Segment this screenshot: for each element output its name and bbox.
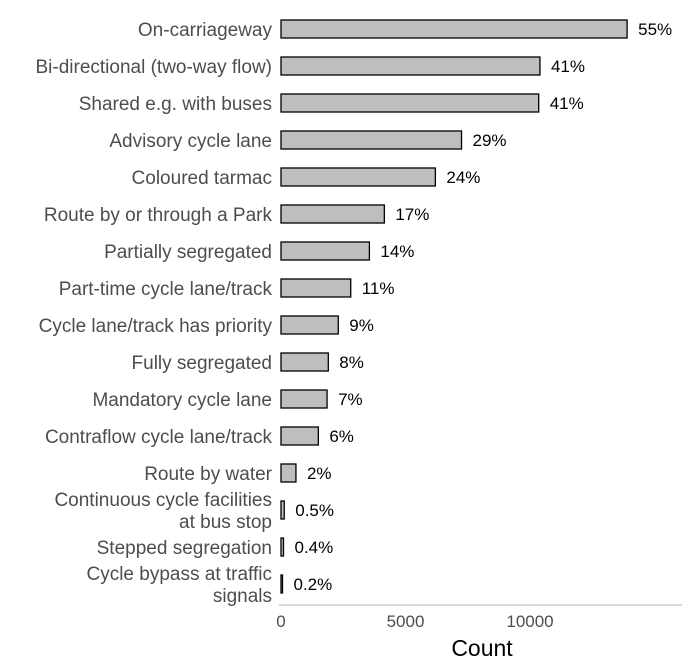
bar <box>280 56 541 76</box>
category-label: Continuous cycle facilities <box>54 490 272 511</box>
category-label: Mandatory cycle lane <box>92 390 272 411</box>
data-label: 0.5% <box>295 501 334 520</box>
category-label: at bus stop <box>179 512 272 533</box>
bar <box>280 241 371 261</box>
bar <box>280 19 628 39</box>
bar <box>280 130 463 150</box>
data-label: 9% <box>349 316 374 335</box>
data-label: 41% <box>551 57 585 76</box>
data-label: 55% <box>638 20 672 39</box>
data-label: 11% <box>362 279 395 298</box>
bar <box>280 315 339 335</box>
category-label: Shared e.g. with buses <box>79 94 272 115</box>
bar <box>280 500 285 520</box>
data-label: 17% <box>395 205 429 224</box>
x-tick-label: 0 <box>276 612 285 631</box>
bar <box>280 537 285 557</box>
x-axis: 0 5000 10000 <box>276 604 682 631</box>
bar <box>280 278 352 298</box>
category-label: Bi-directional (two-way flow) <box>35 57 272 78</box>
category-label: Fully segregated <box>132 353 272 374</box>
x-tick-label: 5000 <box>387 612 425 631</box>
category-label: Contraflow cycle lane/track <box>45 427 273 448</box>
data-label: 41% <box>550 94 584 113</box>
data-label: 24% <box>446 168 480 187</box>
bar <box>280 167 437 187</box>
category-label: Route by or through a Park <box>44 205 273 226</box>
percentage-labels: 55% 41% 41% 29% 24% 17% 14% 11% 9% 8% 7% 6% 2% 0.5% 0.… <box>294 20 673 594</box>
data-label: 29% <box>473 131 507 150</box>
category-label: On-carriageway <box>138 20 273 41</box>
x-tick-label: 10000 <box>506 612 553 631</box>
category-label: Coloured tarmac <box>132 168 272 189</box>
bar <box>280 426 319 446</box>
data-label: 0.4% <box>294 538 333 557</box>
category-label: Advisory cycle lane <box>109 131 272 152</box>
category-label: Part-time cycle lane/track <box>59 279 273 300</box>
x-axis-title: Count <box>451 635 513 661</box>
data-label: 0.2% <box>294 575 333 594</box>
data-label: 8% <box>339 353 364 372</box>
data-label: 2% <box>307 464 332 483</box>
category-label: Route by water <box>144 464 272 485</box>
bar <box>280 463 297 483</box>
category-labels: On-carriageway Bi-directional (two-way fl… <box>35 20 272 607</box>
category-label: signals <box>213 586 272 607</box>
category-label: Stepped segregation <box>97 538 272 559</box>
category-label: Cycle lane/track has priority <box>39 316 273 337</box>
category-label: Partially segregated <box>104 242 272 263</box>
category-label: Cycle bypass at traffic <box>86 564 272 585</box>
bar <box>280 93 540 113</box>
bar <box>280 389 328 409</box>
data-label: 6% <box>329 427 354 446</box>
bar <box>280 352 329 372</box>
data-label: 7% <box>338 390 363 409</box>
bars-layer <box>280 19 628 594</box>
bar <box>280 204 385 224</box>
data-label: 14% <box>380 242 414 261</box>
bar <box>280 574 284 594</box>
